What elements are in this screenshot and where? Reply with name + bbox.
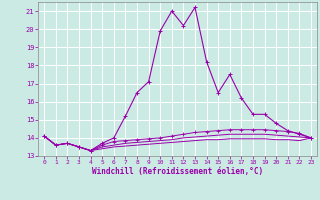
X-axis label: Windchill (Refroidissement éolien,°C): Windchill (Refroidissement éolien,°C) [92, 167, 263, 176]
